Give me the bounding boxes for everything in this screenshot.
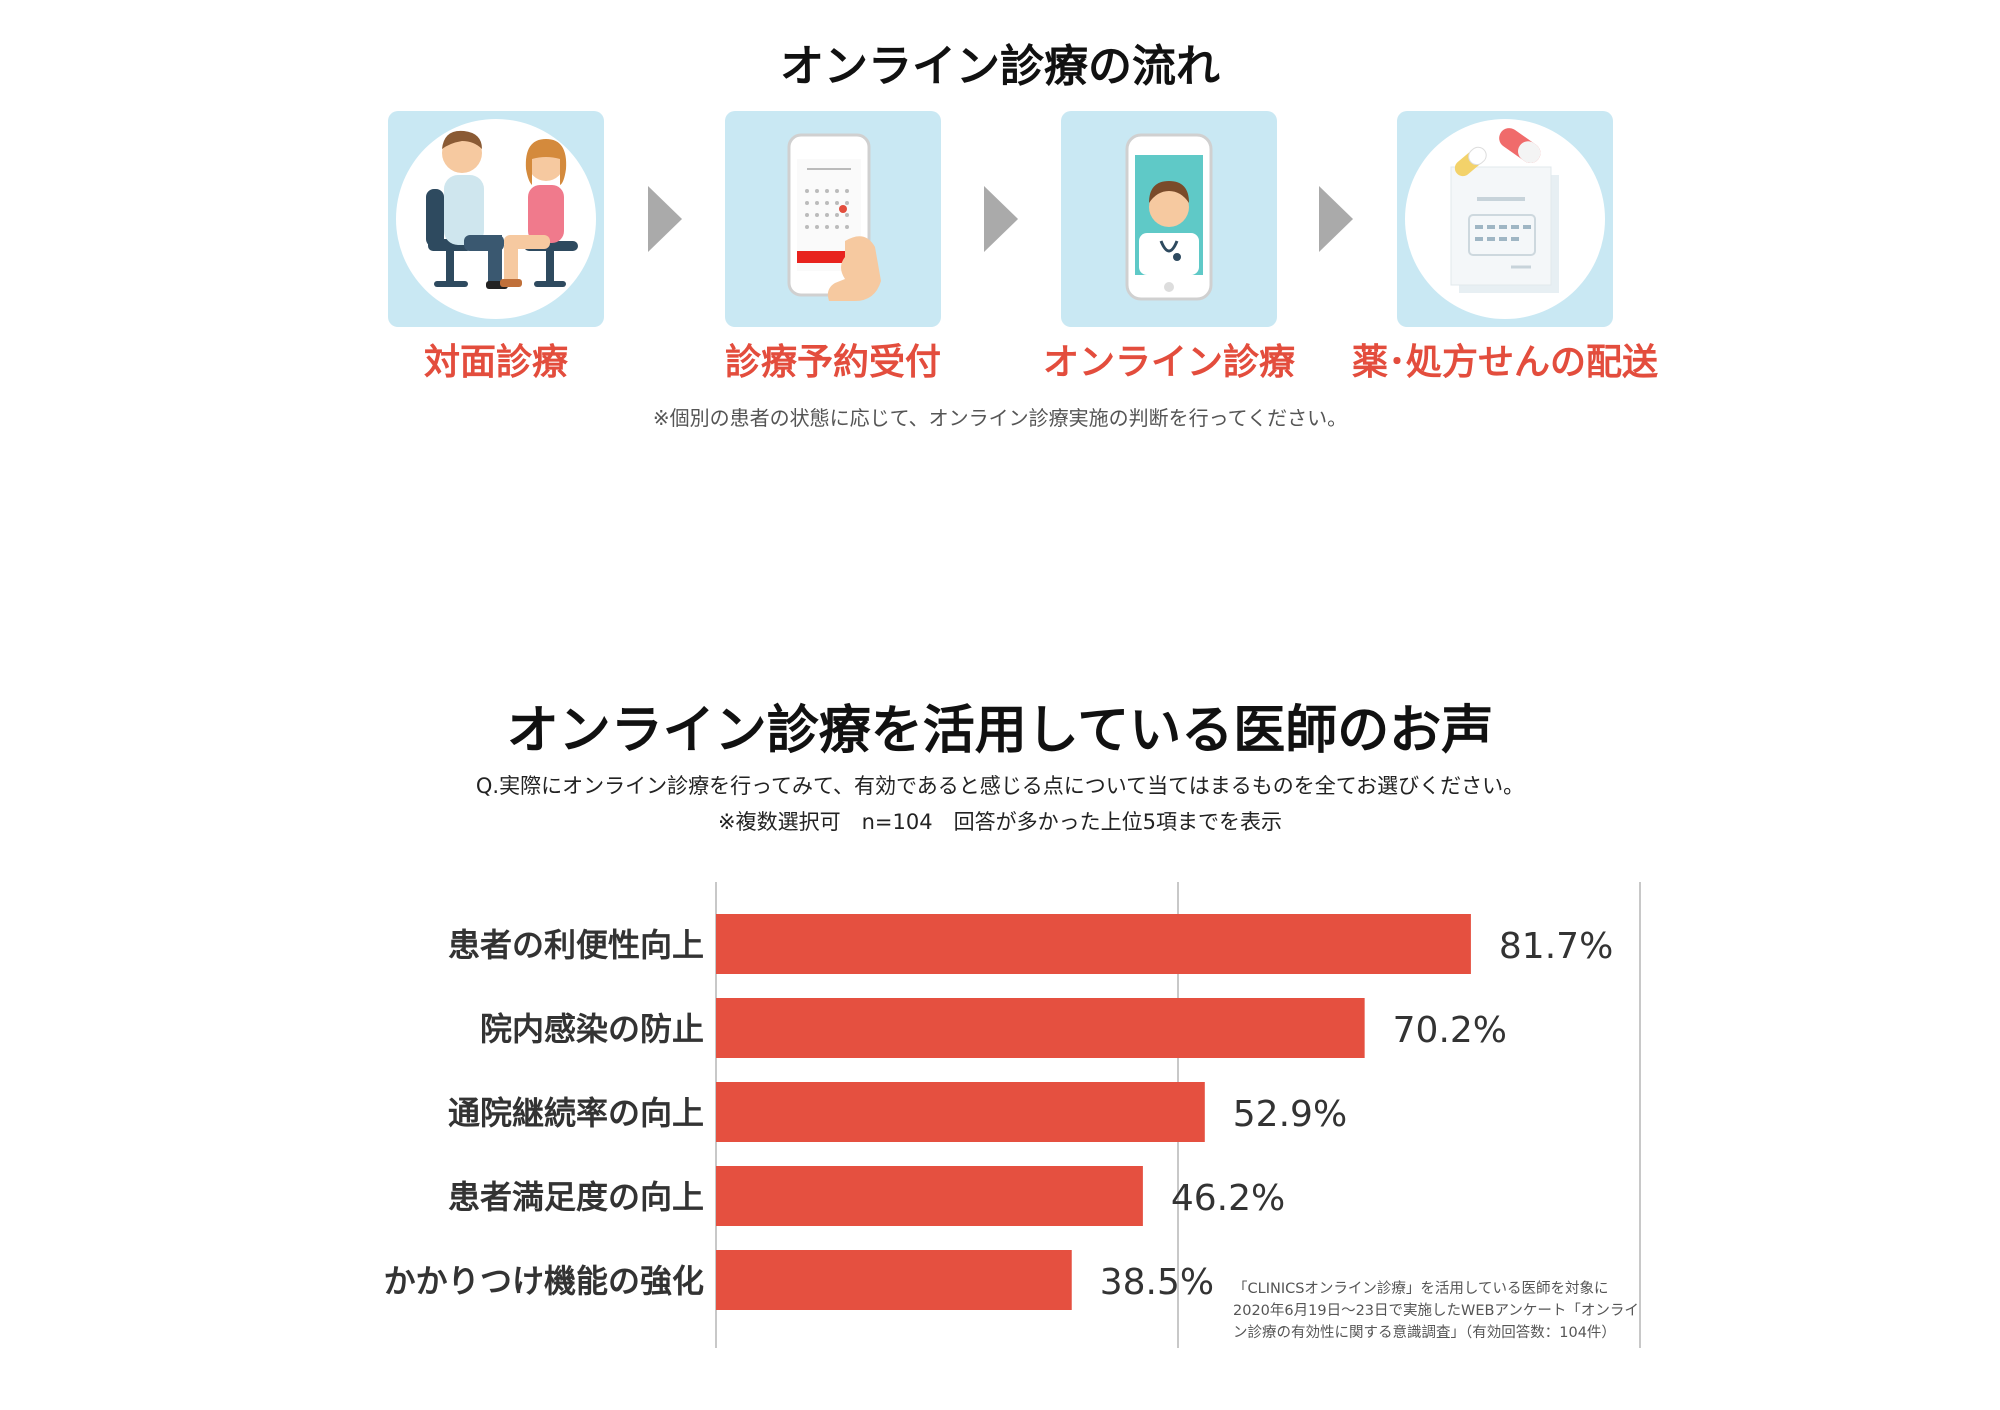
bar [716,1082,1205,1142]
bar [716,1250,1072,1310]
survey-question: Q.実際にオンライン診療を行ってみて、有効であると感じる点について当てはまるもの… [475,774,1525,798]
phone-calendar-icon [787,133,881,301]
category-label: 患者満足度の向上 [448,1178,704,1216]
pills-prescription-icon [1450,128,1559,293]
value-label: 46.2% [1171,1178,1285,1219]
step-card-online [1061,111,1277,327]
doctor-patient-icon [426,130,578,289]
value-label: 81.7% [1499,926,1613,967]
step-card-delivery [1397,111,1613,327]
survey-note: ※複数選択可 n=104 回答が多かった上位5項までを表示 [718,810,1282,834]
step-label-face-to-face: 対面診療 [423,342,568,383]
value-label: 38.5% [1100,1262,1214,1303]
category-label: 通院継続率の向上 [448,1094,704,1132]
value-label: 52.9% [1233,1094,1347,1135]
chevron-right-arrow-icon [984,186,1018,252]
bar [716,1166,1143,1226]
category-label: 院内感染の防止 [480,1010,704,1048]
bar [716,914,1471,974]
category-label: 患者の利便性向上 [448,926,704,964]
category-label: かかりつけ機能の強化 [384,1262,704,1300]
value-label: 70.2% [1393,1010,1507,1051]
chevron-right-arrow-icon [648,186,682,252]
voices-title: オンライン診療を活用している医師のお声 [506,701,1494,761]
source-note: 「CLINICSオンライン診療」を活用している医師を対象に2020年6月19日〜… [1233,1281,1639,1341]
step-card-reservation [725,111,941,327]
step-label-reservation: 診療予約受付 [724,342,941,383]
flow-note: ※個別の患者の状態に応じて、オンライン診療実施の判断を行ってください。 [652,406,1348,430]
step-label-delivery: 薬･処方せんの配送 [1351,342,1658,383]
step-card-face-to-face [388,111,604,327]
flow-title: オンライン診療の流れ [780,41,1220,92]
phone-video-doctor-icon [1125,133,1213,301]
step-label-online: オンライン診療 [1042,342,1295,383]
chevron-right-arrow-icon [1319,186,1353,252]
bar [716,998,1365,1058]
